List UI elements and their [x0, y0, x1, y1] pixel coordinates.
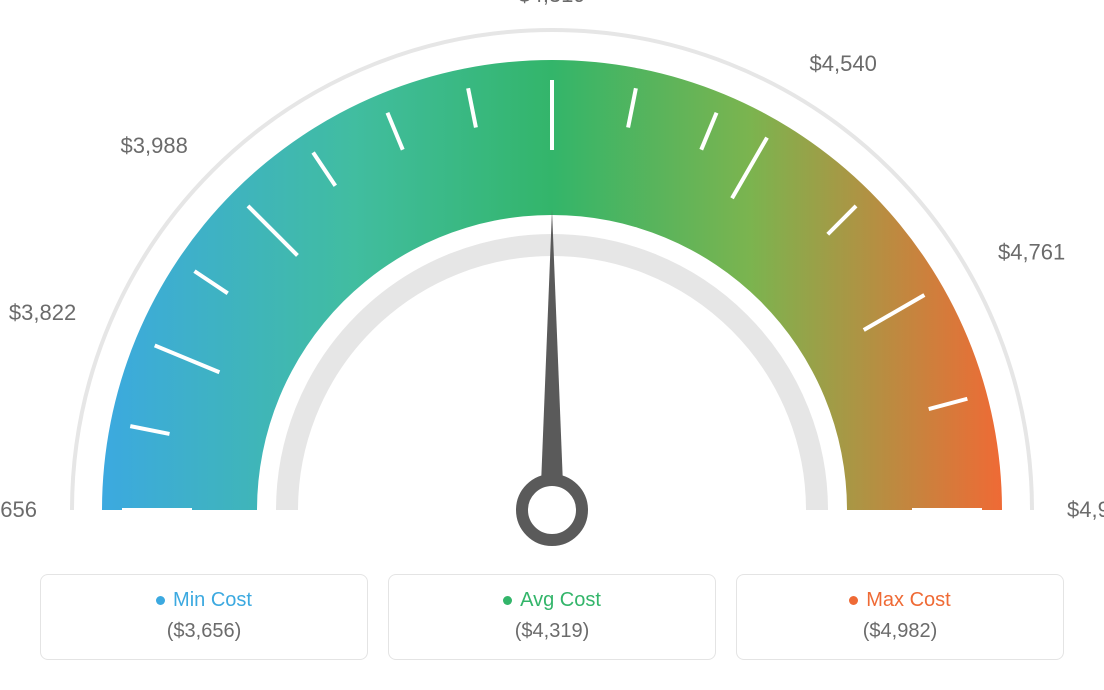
tick-label: $4,982	[1067, 497, 1104, 522]
legend-card-max: Max Cost ($4,982)	[736, 574, 1064, 660]
legend-title-max: Max Cost	[866, 589, 950, 612]
legend-card-min: Min Cost ($3,656)	[40, 574, 368, 660]
legend-card-avg: Avg Cost ($4,319)	[388, 574, 716, 660]
tick-label: $3,656	[0, 497, 37, 522]
needle-base	[522, 480, 582, 540]
legend-value-max: ($4,982)	[747, 620, 1053, 643]
tick-label: $3,988	[121, 133, 188, 158]
tick-label: $4,319	[518, 0, 585, 7]
tick-label: $4,761	[998, 239, 1065, 264]
gauge-svg: $3,656 $3,822 $3,988 $4,319 $4,540 $4,761 $4,9…	[0, 0, 1104, 560]
gauge-chart: $3,656 $3,822 $3,988 $4,319 $4,540 $4,761 $4,9…	[0, 0, 1104, 560]
dot-icon	[849, 596, 858, 605]
legend-title-min: Min Cost	[173, 589, 252, 612]
tick-label: $4,540	[810, 51, 877, 76]
legend-row: Min Cost ($3,656) Avg Cost ($4,319) Max …	[40, 574, 1064, 660]
legend-title-avg: Avg Cost	[520, 589, 601, 612]
dot-icon	[156, 596, 165, 605]
tick-label: $3,822	[9, 300, 76, 325]
legend-value-min: ($3,656)	[51, 620, 357, 643]
legend-value-avg: ($4,319)	[399, 620, 705, 643]
dot-icon	[503, 596, 512, 605]
